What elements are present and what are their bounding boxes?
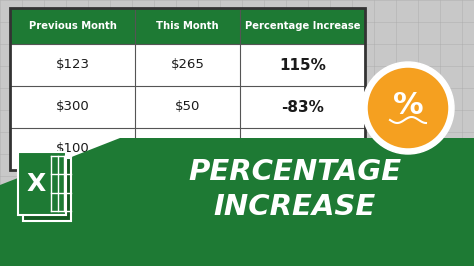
FancyBboxPatch shape	[23, 158, 72, 221]
Polygon shape	[0, 138, 474, 266]
Bar	[10, 8, 365, 170]
Circle shape	[366, 66, 450, 150]
Text: %: %	[392, 90, 423, 119]
Bar	[10, 128, 365, 170]
Text: PERCENTAGE: PERCENTAGE	[189, 158, 401, 186]
Text: $265: $265	[171, 59, 204, 72]
FancyBboxPatch shape	[18, 152, 66, 215]
Text: $123: $123	[55, 59, 90, 72]
Circle shape	[362, 62, 454, 154]
Bar	[10, 86, 365, 128]
Text: $300: $300	[55, 101, 90, 114]
Text: $100: $100	[55, 143, 90, 156]
Text: Previous Month: Previous Month	[28, 21, 117, 31]
Text: This Month: This Month	[156, 21, 219, 31]
Text: $200: $200	[171, 143, 204, 156]
Text: Percentage Increase: Percentage Increase	[245, 21, 360, 31]
Text: 115%: 115%	[279, 57, 326, 73]
Text: $50: $50	[175, 101, 200, 114]
FancyArrowPatch shape	[432, 110, 445, 124]
Bar	[10, 8, 365, 44]
Bar	[10, 44, 365, 86]
Text: INCREASE: INCREASE	[214, 193, 376, 221]
Text: X: X	[27, 172, 46, 196]
Text: -83%: -83%	[281, 99, 324, 114]
